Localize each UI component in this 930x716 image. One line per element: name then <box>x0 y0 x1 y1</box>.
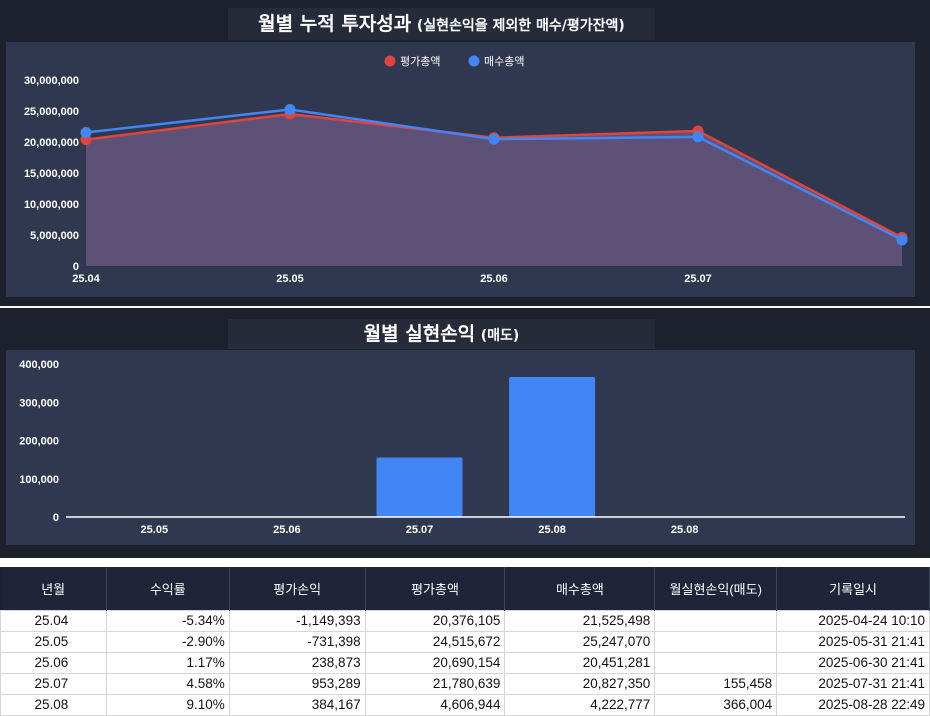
table-cell: 25.05 <box>0 630 107 653</box>
area-fill <box>86 114 902 266</box>
bar-chart: 0 100,000 200,000 300,000 400,000 25.05 25.06 2… <box>19 359 905 536</box>
table-cell: 366,004 <box>654 693 778 716</box>
bar <box>376 457 463 517</box>
x-tick-label: 25.05 <box>276 273 304 285</box>
table-cell: 384,167 <box>228 693 366 716</box>
table-cell: 4,222,777 <box>504 693 656 716</box>
y-tick-label: 5,000,000 <box>30 230 79 242</box>
x-tick-label: 25.07 <box>406 524 434 536</box>
chart1-subtitle: (실현손익을 제외한 매수/평가잔액) <box>416 18 625 34</box>
table-cell: 25,247,070 <box>504 630 656 653</box>
data-point <box>488 133 500 145</box>
legend-marker <box>384 55 396 67</box>
table-row: 25.07 4.58% 953,289 21,780,639 20,827,350 155… <box>0 672 930 695</box>
table-cell: 20,376,105 <box>364 609 506 632</box>
bar <box>509 377 596 517</box>
y-tick-label: 200,000 <box>19 436 59 448</box>
table-cell <box>654 651 778 674</box>
data-point <box>284 103 296 115</box>
table-row: 25.05 -2.90% -731,398 24,515,672 25,247,070 2… <box>0 630 930 653</box>
y-tick-label: 25,000,000 <box>24 106 79 118</box>
table-cell: 4,606,944 <box>364 693 506 716</box>
y-tick-label: 20,000,000 <box>24 137 79 149</box>
table-cell: 155,458 <box>654 672 778 695</box>
chart2-title-main: 월별 실현손익 <box>363 323 476 345</box>
column-header[interactable]: 월실현손익(매도) <box>654 567 778 610</box>
table-cell: -1,149,393 <box>228 609 366 632</box>
y-tick-label: 400,000 <box>19 359 59 371</box>
x-tick-label: 25.08 <box>538 524 566 536</box>
chart2-title: 월별 실현손익 (매도) <box>228 319 655 349</box>
column-header[interactable]: 매수총액 <box>504 567 656 610</box>
table-cell: -5.34% <box>105 609 230 632</box>
table-cell: 25.06 <box>0 651 107 674</box>
table-cell: 25.04 <box>0 609 107 632</box>
table-cell: 21,780,639 <box>364 672 506 695</box>
table-cell: 1.17% <box>105 651 230 674</box>
data-table: 년월 수익률 평가손익 평가총액 매수총액 월실현손익(매도) 기록일시 25.04 -5.3… <box>0 567 930 716</box>
table-row: 25.06 1.17% 238,873 20,690,154 20,451,281 202… <box>0 651 930 674</box>
x-tick-label: 25.05 <box>141 524 169 536</box>
table-cell: 21,525,498 <box>504 609 656 632</box>
legend-marker <box>468 55 480 67</box>
legend-label: 매수총액 <box>484 55 524 68</box>
table-cell: 20,690,154 <box>364 651 506 674</box>
table-cell: 9.10% <box>105 693 230 716</box>
data-point <box>80 127 92 139</box>
x-tick-label: 25.06 <box>480 273 508 285</box>
table-cell: -2.90% <box>105 630 230 653</box>
y-tick-label: 300,000 <box>19 397 59 409</box>
x-tick-label: 25.07 <box>684 273 712 285</box>
y-tick-label: 15,000,000 <box>24 168 79 180</box>
table-cell: 2025-04-24 10:10 <box>776 609 930 632</box>
column-header[interactable]: 수익률 <box>106 567 230 610</box>
table-cell: 2025-05-31 21:41 <box>776 630 930 653</box>
y-tick-label: 30,000,000 <box>24 75 79 87</box>
table-cell: 2025-07-31 21:41 <box>776 672 930 695</box>
table-row: 25.04 -5.34% -1,149,393 20,376,105 21,525,49… <box>0 609 930 632</box>
data-point <box>896 234 908 246</box>
table-top-strip <box>0 558 930 567</box>
table-cell: 2025-06-30 21:41 <box>776 651 930 674</box>
column-header[interactable]: 년월 <box>0 567 107 610</box>
table-cell: 25.08 <box>0 693 107 716</box>
x-tick-label: 25.04 <box>72 273 100 285</box>
y-tick-label: 10,000,000 <box>24 199 79 211</box>
table-cell: 4.58% <box>105 672 230 695</box>
table-cell <box>654 630 778 653</box>
x-tick-label: 25.06 <box>273 524 301 536</box>
table-cell: -731,398 <box>228 630 366 653</box>
column-header[interactable]: 평가총액 <box>365 567 506 610</box>
column-header[interactable]: 평가손익 <box>229 567 366 610</box>
data-point <box>692 131 704 143</box>
table-cell: 25.07 <box>0 672 107 695</box>
y-tick-label: 0 <box>73 261 79 273</box>
divider <box>0 306 930 308</box>
chart1-title: 월별 누적 투자성과 (실현손익을 제외한 매수/평가잔액) <box>228 8 655 40</box>
chart1-panel: 0 5,000,000 10,000,000 15,000,000 20,000,000… <box>6 42 915 297</box>
y-tick-label: 100,000 <box>19 474 59 486</box>
chart1-title-main: 월별 누적 투자성과 <box>258 13 412 35</box>
table-cell: 24,515,672 <box>364 630 506 653</box>
line-chart: 0 5,000,000 10,000,000 15,000,000 20,000,000… <box>24 55 908 285</box>
table-cell: 953,289 <box>228 672 366 695</box>
table-cell <box>654 609 778 632</box>
table-row: 25.08 9.10% 384,167 4,606,944 4,222,777 366,0… <box>0 693 930 716</box>
table-cell: 238,873 <box>228 651 366 674</box>
column-header[interactable]: 기록일시 <box>776 567 930 610</box>
table-cell: 20,451,281 <box>504 651 656 674</box>
legend-label: 평가총액 <box>400 55 440 68</box>
chart2-subtitle: (매도) <box>480 328 520 344</box>
table-cell: 20,827,350 <box>504 672 656 695</box>
chart2-panel: 0 100,000 200,000 300,000 400,000 25.05 25.06 2… <box>6 350 915 545</box>
y-tick-label: 0 <box>53 512 59 524</box>
x-tick-label: 25.08 <box>671 524 699 536</box>
table-cell: 2025-08-28 22:49 <box>776 693 930 716</box>
